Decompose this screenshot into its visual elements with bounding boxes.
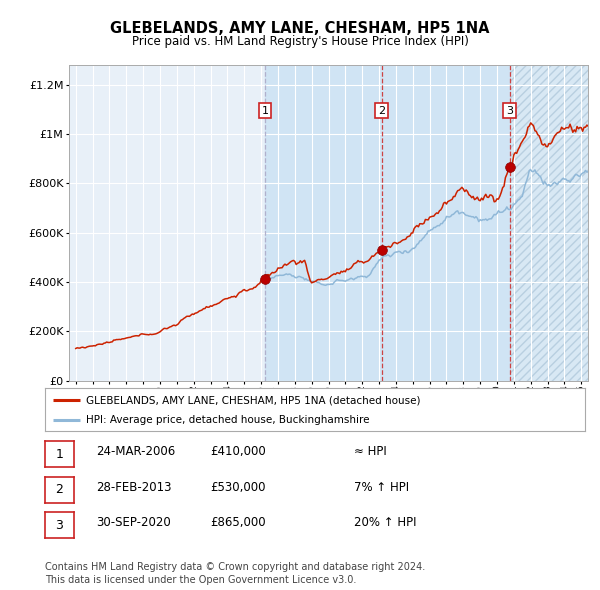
Text: 2: 2: [55, 483, 64, 496]
Text: £865,000: £865,000: [210, 516, 266, 529]
Text: 1: 1: [55, 448, 64, 461]
Text: 3: 3: [55, 519, 64, 532]
Text: Contains HM Land Registry data © Crown copyright and database right 2024.: Contains HM Land Registry data © Crown c…: [45, 562, 425, 572]
Bar: [265, 65, 382, 381]
Text: ≈ HPI: ≈ HPI: [354, 445, 387, 458]
Text: 1: 1: [262, 106, 268, 116]
Text: £530,000: £530,000: [210, 481, 265, 494]
Text: Price paid vs. HM Land Registry's House Price Index (HPI): Price paid vs. HM Land Registry's House …: [131, 35, 469, 48]
Text: This data is licensed under the Open Government Licence v3.0.: This data is licensed under the Open Gov…: [45, 575, 356, 585]
Text: 20% ↑ HPI: 20% ↑ HPI: [354, 516, 416, 529]
Text: GLEBELANDS, AMY LANE, CHESHAM, HP5 1NA (detached house): GLEBELANDS, AMY LANE, CHESHAM, HP5 1NA (…: [86, 395, 420, 405]
Text: 28-FEB-2013: 28-FEB-2013: [96, 481, 172, 494]
Text: HPI: Average price, detached house, Buckinghamshire: HPI: Average price, detached house, Buck…: [86, 415, 369, 425]
Text: 3: 3: [506, 106, 513, 116]
Text: 2: 2: [378, 106, 385, 116]
Bar: [509, 65, 588, 381]
Text: 30-SEP-2020: 30-SEP-2020: [96, 516, 171, 529]
Text: £410,000: £410,000: [210, 445, 266, 458]
Bar: [382, 65, 509, 381]
Text: 24-MAR-2006: 24-MAR-2006: [96, 445, 175, 458]
Text: 7% ↑ HPI: 7% ↑ HPI: [354, 481, 409, 494]
Text: GLEBELANDS, AMY LANE, CHESHAM, HP5 1NA: GLEBELANDS, AMY LANE, CHESHAM, HP5 1NA: [110, 21, 490, 35]
